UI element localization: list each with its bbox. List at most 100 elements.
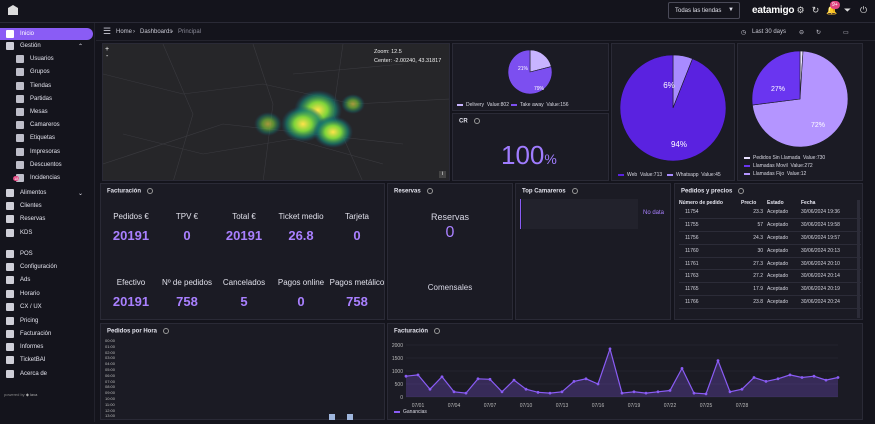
data-point[interactable] (668, 389, 672, 392)
data-point[interactable] (416, 373, 420, 377)
data-point[interactable] (836, 376, 840, 379)
map-canvas[interactable] (103, 44, 450, 181)
data-point[interactable] (464, 391, 468, 395)
table-row[interactable]: 11765 17.9 Aceptado 30/06/2024 20:19 (679, 282, 861, 297)
sidebar-item-usuarios[interactable]: Usuarios (0, 53, 93, 65)
sidebar-item-horario[interactable]: Horario (0, 288, 93, 300)
pie-slice[interactable] (507, 49, 553, 95)
store-select[interactable]: Todas las tiendas ▼ (668, 2, 740, 19)
data-point[interactable] (764, 380, 768, 383)
column-header[interactable]: Precio (741, 200, 757, 206)
column-header[interactable]: Estado (767, 200, 784, 206)
sidebar-item-impresoras[interactable]: Impresoras (0, 146, 93, 158)
hour-bar[interactable] (347, 414, 353, 420)
table-row[interactable]: 11755 57 Aceptado 30/06/2024 19:58 (679, 218, 861, 233)
data-point[interactable] (728, 390, 732, 394)
filter-icon[interactable]: ⏷ (843, 5, 852, 15)
data-point[interactable] (524, 387, 528, 391)
zoom-out-icon[interactable]: ⊖ (799, 30, 805, 36)
pie-slice[interactable] (751, 50, 801, 106)
info-icon[interactable] (147, 188, 154, 194)
column-header[interactable]: Fecha (801, 200, 816, 206)
sidebar-item-etiquetas[interactable]: Etiquetas (0, 132, 93, 144)
sidebar-item-reservas[interactable]: Reservas (0, 213, 93, 225)
sidebar-item-inicio[interactable]: Inicio (0, 28, 93, 40)
sidebar-item-kds[interactable]: KDS (0, 227, 93, 239)
column-header[interactable]: Número de pedido (679, 200, 723, 206)
map-zoom-in-button[interactable]: + (105, 46, 110, 53)
sidebar-item-facturaci-n[interactable]: Facturación (0, 328, 93, 340)
data-point[interactable] (824, 378, 828, 382)
sidebar-item-pricing[interactable]: Pricing (0, 315, 93, 327)
sidebar-item-mesas[interactable]: Mesas (0, 106, 93, 118)
sidebar-item-informes[interactable]: Informes (0, 341, 93, 353)
table-scrollbar[interactable] (857, 200, 860, 318)
pie-slice[interactable] (619, 54, 727, 162)
data-point[interactable] (560, 390, 564, 394)
table-row[interactable]: 11761 27.3 Aceptado 30/06/2024 20:10 (679, 257, 861, 271)
tv-mode-icon[interactable]: ▭ (843, 30, 849, 36)
sidebar-item-acerca-de[interactable]: Acerca de (0, 368, 93, 380)
table-row[interactable]: 11763 27.2 Aceptado 30/06/2024 20:14 (679, 269, 861, 284)
data-point[interactable] (608, 347, 612, 351)
sidebar-item-grupos[interactable]: Grupos (0, 66, 93, 78)
logo-icon[interactable] (6, 4, 20, 18)
data-point[interactable] (536, 390, 540, 394)
data-point[interactable] (404, 374, 408, 378)
sidebar-item-clientes[interactable]: Clientes (0, 200, 93, 212)
data-point[interactable] (572, 380, 576, 383)
sidebar-item-camareros[interactable]: Camareros (0, 119, 93, 131)
data-point[interactable] (428, 387, 432, 391)
power-icon[interactable]: ⏻ (859, 5, 868, 15)
table-row[interactable]: 11754 23.3 Aceptado 30/06/2024 19:36 (679, 206, 861, 220)
info-icon[interactable] (434, 328, 441, 334)
refresh-dash-icon[interactable]: ↻ (816, 30, 822, 36)
data-point[interactable] (512, 378, 516, 382)
sidebar-item-pos[interactable]: POS (0, 248, 93, 260)
date-range-picker[interactable]: Last 30 days (752, 29, 787, 35)
menu-icon[interactable]: ☰ (103, 26, 112, 36)
breadcrumb-dashboards[interactable]: Dashboards (140, 29, 173, 35)
data-point[interactable] (440, 375, 444, 379)
data-point[interactable] (740, 387, 744, 391)
data-point[interactable] (680, 367, 684, 370)
data-point[interactable] (644, 391, 648, 395)
map-info-button[interactable]: i (439, 171, 446, 178)
map-zoom-out-button[interactable]: - (106, 53, 109, 60)
info-icon[interactable] (426, 188, 433, 194)
data-point[interactable] (704, 392, 708, 396)
breadcrumb-home[interactable]: Home (116, 29, 133, 35)
hour-bar[interactable] (329, 414, 335, 420)
data-point[interactable] (476, 377, 480, 381)
data-point[interactable] (632, 390, 636, 394)
data-point[interactable] (788, 373, 792, 377)
sidebar-item-incidencias[interactable]: Incidencias 18 (0, 172, 93, 184)
gear-icon[interactable]: ⚙ (796, 5, 805, 15)
data-point[interactable] (488, 377, 492, 381)
refresh-icon[interactable]: ↻ (811, 5, 820, 15)
data-point[interactable] (716, 359, 720, 362)
info-icon[interactable] (738, 188, 745, 194)
data-point[interactable] (584, 377, 588, 381)
data-point[interactable] (752, 376, 756, 379)
bell-icon[interactable]: 🔔 (826, 5, 838, 15)
sidebar-item-cx-ux[interactable]: CX / UX (0, 301, 93, 313)
info-icon[interactable] (473, 118, 480, 124)
sidebar-item-partidas[interactable]: Partidas (0, 93, 93, 105)
data-point[interactable] (692, 391, 696, 395)
table-row[interactable]: 11760 30 Aceptado 30/06/2024 20:13 (679, 244, 861, 258)
heatmap-map[interactable]: + - Zoom: 12.5 Center: -2.00240, 43.3181… (102, 43, 450, 181)
sidebar-item-tiendas[interactable]: Tiendas (0, 80, 93, 92)
data-point[interactable] (548, 391, 552, 395)
data-point[interactable] (812, 374, 816, 378)
sidebar-item-descuentos[interactable]: Descuentos (0, 159, 93, 171)
sidebar-item-gesti-n[interactable]: Gestión ⌃ (0, 40, 93, 52)
data-point[interactable] (596, 382, 600, 386)
data-point[interactable] (656, 390, 660, 394)
data-point[interactable] (800, 376, 804, 379)
info-icon[interactable] (163, 328, 170, 334)
sidebar-item-ads[interactable]: Ads (0, 274, 93, 286)
data-point[interactable] (452, 390, 456, 394)
sidebar-item-configuraci-n[interactable]: Configuración (0, 261, 93, 273)
data-point[interactable] (500, 390, 504, 394)
